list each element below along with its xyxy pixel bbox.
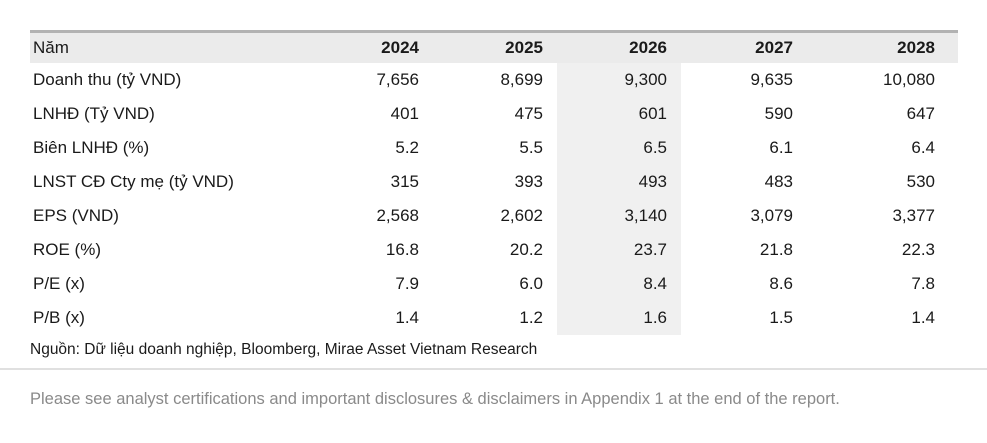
cell-value: 1.5 <box>769 308 793 327</box>
cell-value: 6.4 <box>911 138 935 157</box>
cell-value: 8,699 <box>500 70 543 89</box>
row-label: P/E (x) <box>33 274 85 293</box>
cell-value: 1.4 <box>911 308 935 327</box>
cell-value: 601 <box>557 97 681 131</box>
source-note: Nguồn: Dữ liệu doanh nghiệp, Bloomberg, … <box>30 341 538 358</box>
cell-value: 401 <box>390 104 419 123</box>
year-column-header: 2026 <box>629 38 667 57</box>
cell-value: 7.8 <box>911 274 935 293</box>
cell-value: 1.4 <box>395 308 419 327</box>
cell-value: 8.4 <box>557 267 681 301</box>
row-label: Doanh thu (tỷ VND) <box>33 70 182 89</box>
row-label: LNHĐ (Tỷ VND) <box>33 104 155 123</box>
cell-value: 483 <box>764 172 793 191</box>
cell-value: 23.7 <box>557 233 681 267</box>
table-header-row: Năm 2024 2025 2026 2027 2028 <box>30 33 958 63</box>
year-column-header: 2024 <box>381 38 419 57</box>
cell-value: 393 <box>514 172 543 191</box>
cell-value: 315 <box>390 172 419 191</box>
row-label: LNST CĐ Cty mẹ (tỷ VND) <box>33 172 234 191</box>
table-row: P/E (x) 7.9 6.0 8.4 8.6 7.8 <box>30 267 958 301</box>
row-label: EPS (VND) <box>33 206 119 225</box>
cell-value: 5.5 <box>519 138 543 157</box>
cell-value: 10,080 <box>883 70 935 89</box>
table-row: P/B (x) 1.4 1.2 1.6 1.5 1.4 <box>30 301 958 335</box>
row-label-header: Năm <box>33 38 69 57</box>
cell-value: 6.0 <box>519 274 543 293</box>
cell-value: 21.8 <box>759 240 793 259</box>
cell-value: 8.6 <box>769 274 793 293</box>
cell-value: 22.3 <box>901 240 935 259</box>
cell-value: 1.6 <box>557 301 681 335</box>
cell-value: 475 <box>514 104 543 123</box>
year-column-header: 2025 <box>505 38 543 57</box>
table-row: Doanh thu (tỷ VND) 7,656 8,699 9,300 9,6… <box>30 63 958 97</box>
table-row: Biên LNHĐ (%) 5.2 5.5 6.5 6.1 6.4 <box>30 131 958 165</box>
cell-value: 2,602 <box>500 206 543 225</box>
table-row: EPS (VND) 2,568 2,602 3,140 3,079 3,377 <box>30 199 958 233</box>
cell-value: 590 <box>764 104 793 123</box>
disclaimer-text: Please see analyst certifications and im… <box>30 390 840 408</box>
cell-value: 3,140 <box>557 199 681 233</box>
cell-value: 3,377 <box>892 206 935 225</box>
cell-value: 530 <box>906 172 935 191</box>
year-column-header: 2027 <box>755 38 793 57</box>
cell-value: 2,568 <box>376 206 419 225</box>
row-label: Biên LNHĐ (%) <box>33 138 150 157</box>
year-column-header: 2028 <box>897 38 935 57</box>
table-row: ROE (%) 16.8 20.2 23.7 21.8 22.3 <box>30 233 958 267</box>
footer-divider <box>0 368 987 370</box>
cell-value: 1.2 <box>519 308 543 327</box>
table-row: LNST CĐ Cty mẹ (tỷ VND) 315 393 493 483 … <box>30 165 958 199</box>
cell-value: 5.2 <box>395 138 419 157</box>
cell-value: 493 <box>557 165 681 199</box>
cell-value: 7,656 <box>376 70 419 89</box>
cell-value: 7.9 <box>395 274 419 293</box>
row-label: ROE (%) <box>33 240 101 259</box>
table-row: LNHĐ (Tỷ VND) 401 475 601 590 647 <box>30 97 958 131</box>
cell-value: 9,635 <box>750 70 793 89</box>
cell-value: 6.1 <box>769 138 793 157</box>
cell-value: 16.8 <box>385 240 419 259</box>
cell-value: 6.5 <box>557 131 681 165</box>
row-label: P/B (x) <box>33 308 85 327</box>
cell-value: 647 <box>906 104 935 123</box>
cell-value: 3,079 <box>750 206 793 225</box>
cell-value: 9,300 <box>557 63 681 97</box>
financial-summary-table: Năm 2024 2025 2026 2027 2028 Doanh thu (… <box>30 30 958 335</box>
cell-value: 20.2 <box>509 240 543 259</box>
